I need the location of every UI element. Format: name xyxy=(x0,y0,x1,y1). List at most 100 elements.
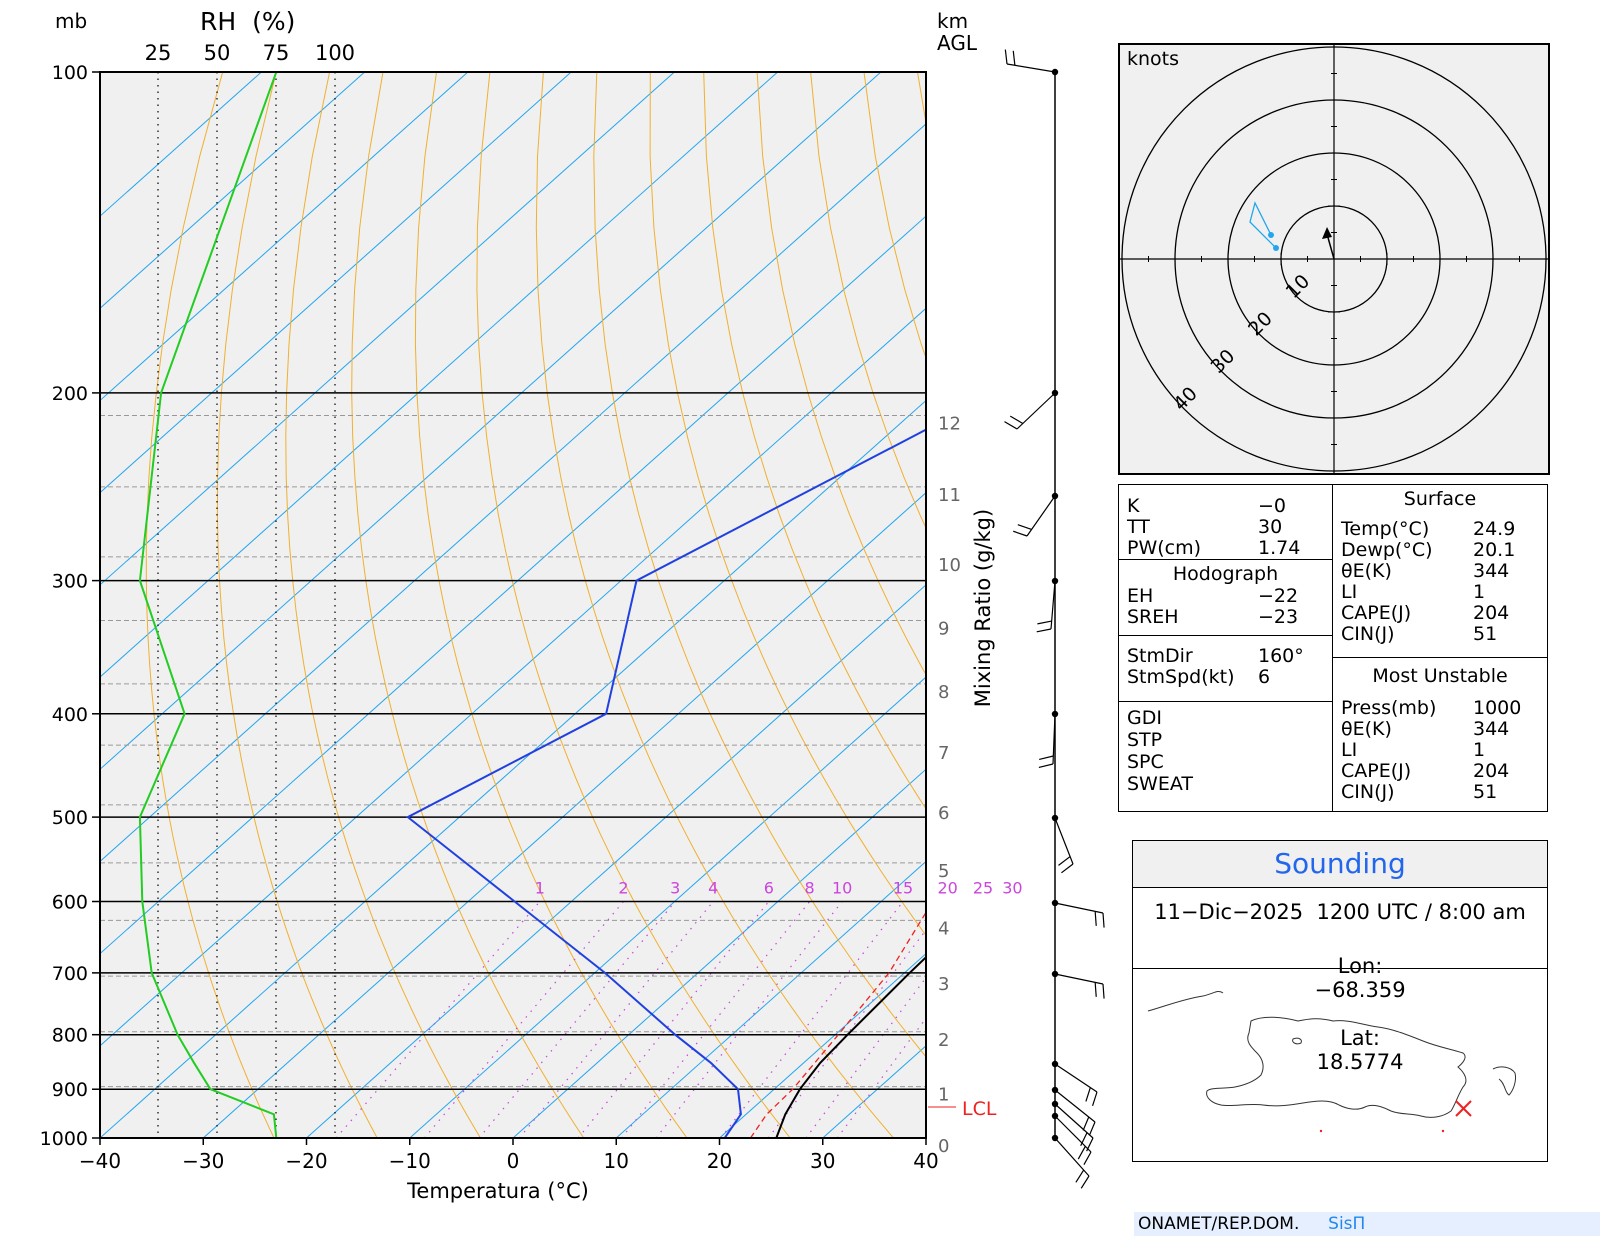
dry-adiabat-line xyxy=(1078,72,1110,1138)
height-unit-agl: AGL xyxy=(937,31,978,55)
index-label: K xyxy=(1127,495,1140,517)
pressure-tick-label: 700 xyxy=(52,963,88,985)
dry-adiabat-line xyxy=(476,72,791,1138)
lon-value: −68.359 xyxy=(1314,978,1406,1002)
hodograph-unit: knots xyxy=(1127,48,1179,70)
rh-tick-label: 75 xyxy=(263,41,290,65)
height-label: 4 xyxy=(938,918,949,939)
index-label: StmSpd(kt) xyxy=(1127,666,1235,688)
index-value: −23 xyxy=(1258,606,1299,628)
dewpoint-profile-line xyxy=(405,428,926,1138)
lcl-label: LCL xyxy=(962,1098,997,1120)
index-row: EH −22 xyxy=(1127,586,1324,607)
pressure-tick-label: 1000 xyxy=(40,1128,88,1150)
mixing-ratio-label: 15 xyxy=(893,879,913,898)
wind-barb-shaft xyxy=(1054,817,1074,865)
storm-motion-arrowhead xyxy=(1322,227,1332,239)
height-label: 12 xyxy=(938,413,961,434)
wind-barb xyxy=(1051,1112,1092,1166)
wind-barb xyxy=(1051,814,1074,874)
hodograph-section-title: Hodograph xyxy=(1172,563,1279,585)
wind-barb-flag xyxy=(1102,912,1105,928)
index-label: TT xyxy=(1127,516,1150,538)
mixing-ratio-line xyxy=(621,901,811,1138)
pressure-tick-label: 100 xyxy=(52,62,88,84)
sounding-coordinates: Lon: −68.359 Lat: 18.5774 xyxy=(1133,924,1547,1098)
wind-barb-shaft xyxy=(1054,1115,1092,1153)
mixing-ratio-line xyxy=(720,901,904,1138)
mixing-ratio-label: 3 xyxy=(670,879,680,898)
mixing-ratio-label: 1 xyxy=(535,879,545,898)
temperature-tick-label: 40 xyxy=(913,1149,938,1173)
isotherm-line xyxy=(409,676,926,1138)
wind-barb xyxy=(1038,710,1059,769)
temperature-tick-label: 30 xyxy=(810,1149,835,1173)
rh-tick-label: 50 xyxy=(204,41,231,65)
sounding-datetime: 11−Dic−2025 1200 UTC / 8:00 am xyxy=(1154,900,1526,924)
isotherm-line xyxy=(100,72,675,586)
isotherm-line xyxy=(615,860,926,1138)
index-row: CAPE(J) 204 xyxy=(1341,603,1539,624)
index-row: StmSpd(kt) 6 xyxy=(1127,667,1324,688)
hodograph-point xyxy=(1268,232,1274,238)
mixing-ratio-label: 4 xyxy=(708,879,718,898)
wind-barb xyxy=(1051,1100,1094,1152)
dry-adiabat-line xyxy=(351,72,585,1138)
wind-barb-flag xyxy=(1009,415,1024,425)
footer-org: ONAMET/REP.DOM. xyxy=(1138,1214,1300,1234)
index-row: SREH −23 xyxy=(1127,607,1324,628)
isotherm-line xyxy=(100,215,926,955)
index-value: 1000 xyxy=(1473,697,1522,719)
lat-value: 18.5774 xyxy=(1316,1050,1404,1074)
index-label: SREH xyxy=(1127,606,1179,628)
isotherm-line xyxy=(100,72,882,770)
index-value: −0 xyxy=(1258,495,1287,517)
height-label: 2 xyxy=(938,1030,949,1051)
station-marker xyxy=(1455,1100,1472,1117)
dry-adiabat-line xyxy=(703,72,926,810)
temperature-tick-label: 20 xyxy=(707,1149,732,1173)
pressure-tick-label: 600 xyxy=(52,892,88,914)
index-value: 30 xyxy=(1258,516,1283,538)
wind-barb xyxy=(1051,1086,1096,1136)
sounding-info-box: Sounding 11−Dic−2025 1200 UTC / 8:00 am … xyxy=(1132,840,1548,1162)
wind-barb-shaft xyxy=(1054,1063,1098,1093)
temperature-tick-label: −30 xyxy=(182,1149,224,1173)
index-value: 1 xyxy=(1473,739,1486,761)
temperature-tick-label: −40 xyxy=(79,1149,121,1173)
wind-barb xyxy=(1051,1134,1090,1189)
most-unstable-section-title: Most Unstable xyxy=(1372,665,1508,687)
wind-barb xyxy=(1051,1060,1098,1107)
index-row: K −0 xyxy=(1127,496,1324,517)
footer: ONAMET/REP.DOM. SisΠ xyxy=(1134,1212,1600,1236)
coastline xyxy=(1147,991,1516,1118)
index-label: CAPE(J) xyxy=(1341,602,1412,624)
mixing-ratio-label: 2 xyxy=(618,879,628,898)
index-row: Press(mb) 1000 xyxy=(1341,698,1539,719)
wind-barb-flag xyxy=(1094,911,1097,926)
surface-indices: Surface Temp(°C) 24.9 Dewp(°C) 20.1 θE(K) 344… xyxy=(1333,485,1547,657)
index-value: 344 xyxy=(1473,560,1510,582)
index-value: −22 xyxy=(1258,585,1299,607)
wind-barb-flag xyxy=(1075,1169,1085,1183)
wind-barb-flag xyxy=(1039,755,1054,761)
wind-barb-flag xyxy=(1077,1146,1086,1160)
wind-barb-flag xyxy=(1061,863,1074,874)
index-value: 1.74 xyxy=(1258,537,1301,559)
index-label: θE(K) xyxy=(1341,718,1392,740)
height-label: 8 xyxy=(938,682,949,703)
index-value: 204 xyxy=(1473,602,1510,624)
wind-barb-shaft xyxy=(1052,713,1056,765)
wind-barb-flag xyxy=(1080,1175,1090,1189)
pressure-unit-label: mb xyxy=(55,9,87,33)
wind-barb-flag xyxy=(1004,49,1008,65)
index-label: LI xyxy=(1341,581,1358,603)
index-row: LI 1 xyxy=(1341,582,1539,603)
map-dot xyxy=(1319,1129,1323,1133)
index-label: EH xyxy=(1127,585,1154,607)
index-value: 204 xyxy=(1473,760,1510,782)
rh-tick-label: 100 xyxy=(315,41,355,65)
wind-barb xyxy=(1051,970,1105,999)
wind-barb-flag xyxy=(1038,763,1054,769)
storm-indices: StmDir 160° StmSpd(kt) 6 xyxy=(1119,635,1332,701)
